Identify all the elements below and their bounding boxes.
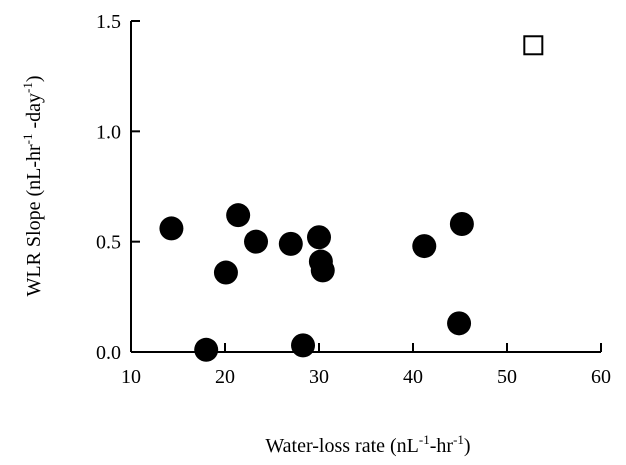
x-tick-label: 60	[591, 366, 611, 388]
data-point-filled-circle	[310, 258, 335, 283]
x-axis-title: Water-loss rate (nL-1-hr-1)	[265, 432, 470, 457]
y-axis-title: WLR Slope (nL-hr-1 -day-1)	[20, 75, 45, 296]
data-point-filled-circle	[278, 231, 303, 256]
data-point-filled-circle	[194, 337, 219, 362]
y-ticks: 0.0 0.5 1.0 1.5	[96, 11, 140, 364]
y-tick-label: 0.5	[96, 232, 121, 254]
data-point-filled-circle	[307, 225, 331, 250]
data-point-filled-circle	[159, 216, 184, 241]
x-tick-label: 50	[497, 366, 517, 388]
data-point-open-square	[523, 35, 544, 56]
y-tick-label: 0.0	[96, 342, 121, 364]
data-point-filled-circle	[291, 333, 316, 358]
data-point-filled-circle	[244, 229, 269, 254]
data-point-filled-circle	[412, 234, 437, 259]
x-tick-label: 30	[309, 366, 329, 388]
x-ticks: 10 20 30 40 50 60	[121, 343, 611, 388]
data-point-filled-circle	[447, 311, 472, 336]
axes	[130, 21, 601, 353]
x-tick-label: 10	[121, 366, 141, 388]
x-tick-label: 20	[215, 366, 235, 388]
y-tick-label: 1.0	[96, 121, 121, 143]
data-point-filled-circle	[213, 260, 238, 285]
data-points	[159, 35, 544, 362]
data-point-filled-circle	[226, 203, 251, 228]
y-tick-label: 1.5	[96, 11, 121, 33]
x-tick-label: 40	[403, 366, 423, 388]
data-point-filled-circle	[449, 212, 474, 237]
